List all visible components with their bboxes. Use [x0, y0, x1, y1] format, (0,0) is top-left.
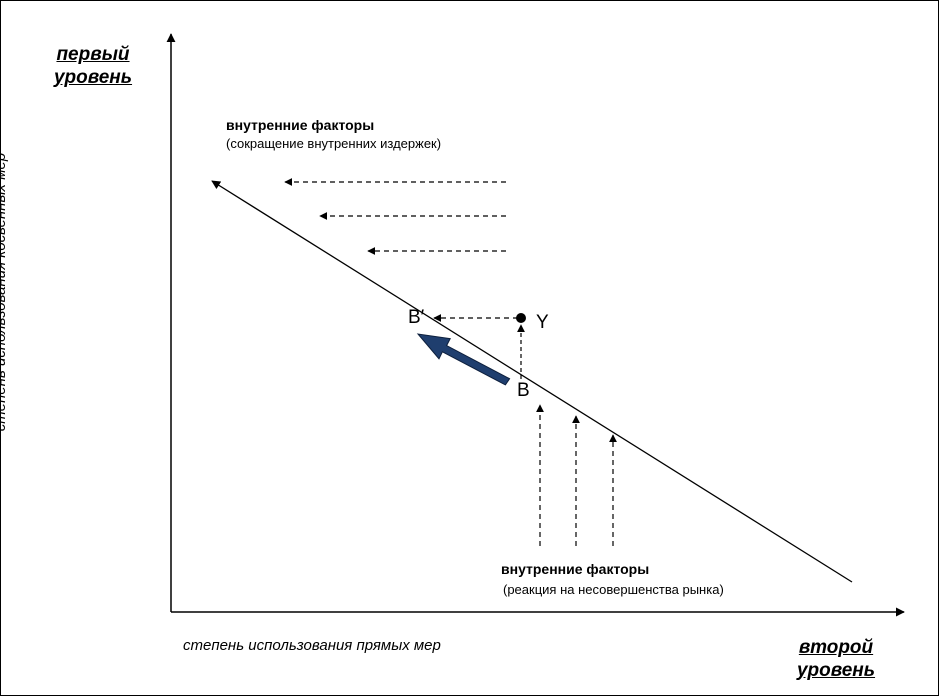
lower-factors-subtitle: (реакция на несовершенства рынка): [503, 582, 724, 597]
bottom-level-line1: второй: [798, 637, 874, 658]
lower-factors-title: внутренние факторы: [501, 561, 650, 577]
x-axis-title: степень использования прямых мер: [183, 637, 441, 654]
upper-factors-subtitle: (сокращение внутренних издержек): [226, 136, 442, 151]
trade-off-line: [211, 180, 853, 583]
y-axis-title: степень использования косвенных мер: [0, 152, 9, 432]
point-y: [516, 313, 526, 323]
point-b-prime-label: B′: [408, 307, 425, 328]
point-y-label: Y: [536, 312, 549, 333]
bottom-level-line2: уровень: [796, 660, 876, 681]
point-b-label: B: [517, 380, 530, 401]
bottom-level-label: второй уровень: [794, 636, 878, 682]
top-level-line2: уровень: [53, 67, 133, 88]
upper-factors-title: внутренние факторы: [226, 117, 375, 133]
top-level-label: первый уровень: [52, 43, 134, 89]
top-level-line1: первый: [56, 44, 130, 65]
movement-arrow: [416, 333, 511, 386]
